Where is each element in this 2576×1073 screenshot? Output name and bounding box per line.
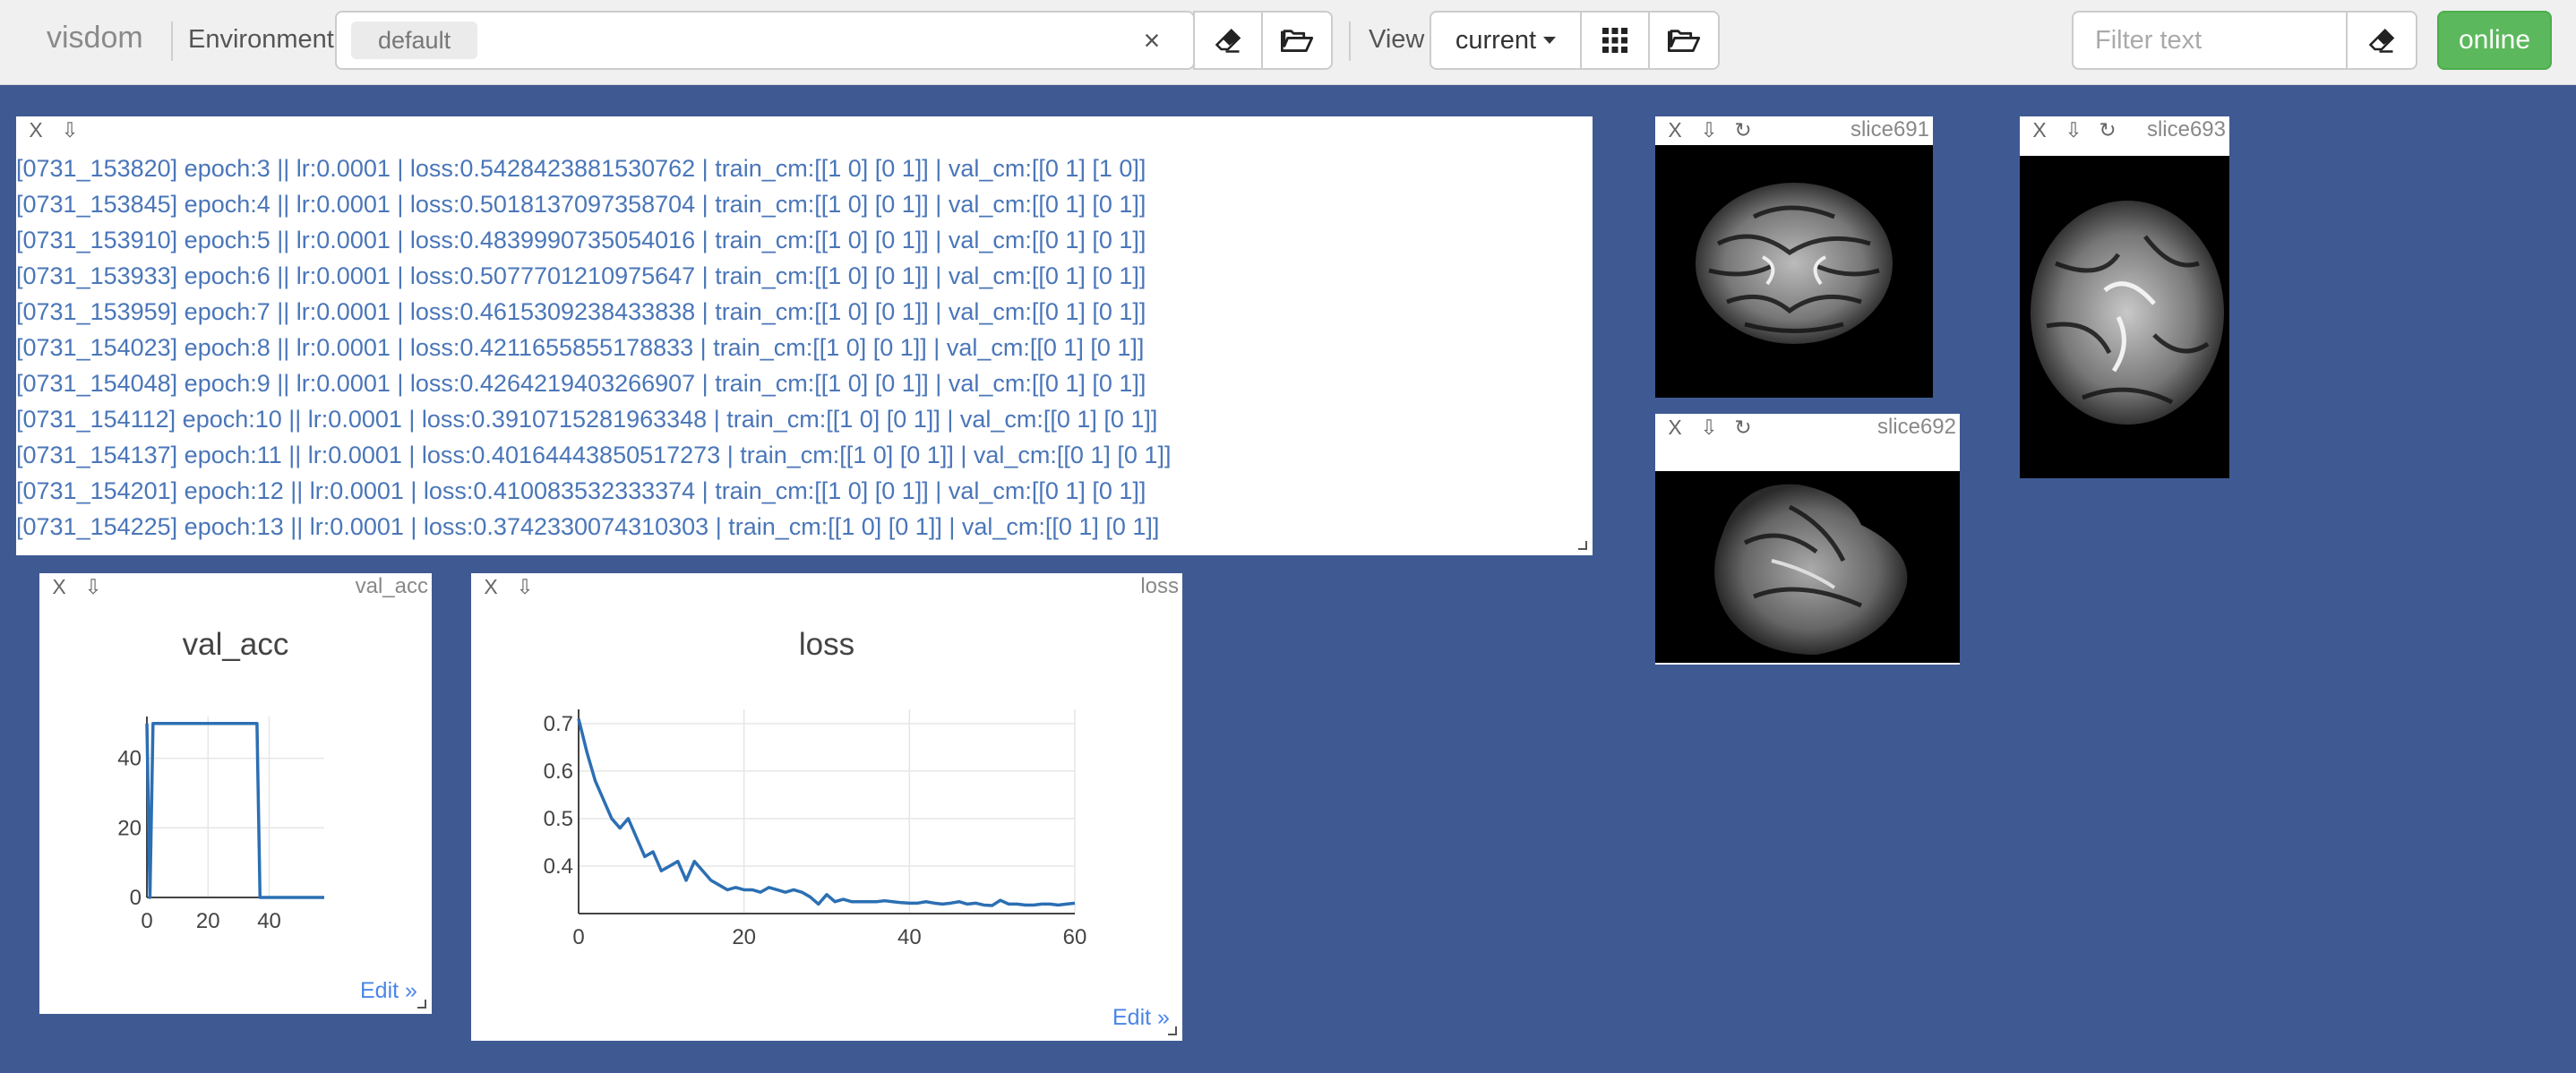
pane-title: slice693 <box>2146 117 2226 142</box>
resize-handle[interactable] <box>1578 541 1587 550</box>
close-pane-icon[interactable]: X <box>1668 117 1682 142</box>
y-tick-label: 0 <box>130 886 142 910</box>
edit-plot-link[interactable]: Edit » <box>360 978 417 1003</box>
pane-toolbar: X ⇩ <box>39 573 432 600</box>
download-icon[interactable]: ⇩ <box>1700 117 1718 142</box>
log-line: [0731_154225] epoch:13 || lr:0.0001 | lo… <box>16 513 1160 540</box>
log-line: [0731_153910] epoch:5 || lr:0.0001 | los… <box>16 227 1146 253</box>
reset-icon[interactable]: ↻ <box>1734 117 1752 142</box>
series-line[interactable] <box>577 718 1076 907</box>
folder-open-icon <box>1281 30 1313 52</box>
log-line: [0731_154112] epoch:10 || lr:0.0001 | lo… <box>16 406 1158 433</box>
view-select-value: current <box>1455 25 1537 55</box>
y-tick-label: 40 <box>117 747 142 771</box>
log-line: [0731_154137] epoch:11 || lr:0.0001 | lo… <box>16 442 1172 468</box>
pane-toolbar: X ⇩ <box>471 573 1182 600</box>
log-line: [0731_153933] epoch:6 || lr:0.0001 | los… <box>16 262 1146 289</box>
pane-title: loss <box>1140 574 1179 598</box>
image-pane-slice692[interactable]: X ⇩ ↻ slice692 <box>1655 414 1960 665</box>
brain-slice-image <box>1655 145 1933 398</box>
x-tick-label: 40 <box>897 925 922 949</box>
close-pane-icon[interactable]: X <box>484 574 498 598</box>
view-select[interactable]: current <box>1430 11 1582 70</box>
brain-slice-image <box>1655 471 1960 663</box>
y-tick-label: 0.6 <box>544 760 573 784</box>
caret-down-icon <box>1543 37 1557 44</box>
pane-toolbar: X ⇩ <box>16 116 1593 143</box>
close-pane-icon[interactable]: X <box>52 574 66 598</box>
folder-open-icon <box>1668 30 1700 52</box>
x-tick-label: 0 <box>572 925 584 949</box>
text-log-pane[interactable]: X ⇩ [0731_153820] epoch:3 || lr:0.0001 |… <box>16 116 1593 555</box>
close-pane-icon[interactable]: X <box>29 117 43 142</box>
x-tick-label: 20 <box>732 925 756 949</box>
log-line: [0731_154048] epoch:9 || lr:0.0001 | los… <box>16 370 1146 397</box>
repack-button[interactable] <box>1580 11 1650 70</box>
navbar-divider <box>1349 21 1351 61</box>
edit-plot-link[interactable]: Edit » <box>1112 1005 1170 1030</box>
resize-handle[interactable] <box>417 1000 426 1009</box>
manage-environments-button[interactable] <box>1261 11 1333 70</box>
image-pane-slice691[interactable]: X ⇩ ↻ slice691 <box>1655 116 1933 398</box>
pane-title: slice692 <box>1876 415 1956 439</box>
plot-pane-loss[interactable]: X ⇩ loss loss 0 20 40 60 0.4 0.5 0.6 0.7 Edit » <box>471 573 1182 1041</box>
clear-environment-button[interactable] <box>1193 11 1263 70</box>
filter-text-input[interactable] <box>2072 11 2348 70</box>
grid-icon <box>1602 28 1627 53</box>
download-icon[interactable]: ⇩ <box>1700 415 1718 439</box>
connection-status-badge[interactable]: online <box>2437 11 2552 70</box>
close-pane-icon[interactable]: X <box>2032 117 2047 142</box>
environment-select[interactable]: default × <box>335 11 1195 70</box>
navbar: visdom Environment default × View curren… <box>0 0 2576 85</box>
log-line: [0731_153820] epoch:3 || lr:0.0001 | los… <box>16 155 1146 182</box>
view-label: View <box>1369 24 1425 54</box>
reset-icon[interactable]: ↻ <box>1734 415 1752 439</box>
pane-toolbar: X ⇩ ↻ <box>1655 116 1933 143</box>
eraser-icon <box>1215 28 1241 53</box>
brain-slice-image <box>2020 156 2229 478</box>
navbar-divider <box>171 21 173 61</box>
y-tick-label: 20 <box>117 816 142 840</box>
log-line: [0731_153959] epoch:7 || lr:0.0001 | los… <box>16 298 1146 325</box>
y-tick-label: 0.7 <box>544 712 573 736</box>
y-tick-label: 0.4 <box>544 854 573 879</box>
brand-logo[interactable]: visdom <box>47 20 143 55</box>
reset-icon[interactable]: ↻ <box>2099 117 2117 142</box>
x-tick-label: 0 <box>141 909 152 933</box>
image-pane-slice693[interactable]: X ⇩ ↻ slice693 <box>2020 116 2229 478</box>
x-tick-label: 40 <box>257 909 281 933</box>
download-icon[interactable]: ⇩ <box>84 574 102 598</box>
download-icon[interactable]: ⇩ <box>2065 117 2082 142</box>
val-acc-chart[interactable]: 0 20 40 0 20 40 <box>39 573 432 1014</box>
series-line[interactable] <box>145 722 324 899</box>
download-icon[interactable]: ⇩ <box>516 574 534 598</box>
log-line: [0731_154023] epoch:8 || lr:0.0001 | los… <box>16 334 1145 361</box>
pane-toolbar: X ⇩ ↻ <box>1655 414 1960 441</box>
chart-title: val_acc <box>182 627 289 662</box>
close-pane-icon[interactable]: X <box>1668 415 1682 439</box>
text-log: [0731_153820] epoch:3 || lr:0.0001 | los… <box>16 150 1593 555</box>
pane-title: val_acc <box>355 574 428 598</box>
clear-environment-icon[interactable]: × <box>1143 23 1161 56</box>
environment-label: Environment <box>188 24 334 54</box>
pane-title: slice691 <box>1850 117 1929 142</box>
log-line: [0731_154201] epoch:12 || lr:0.0001 | lo… <box>16 477 1146 504</box>
download-icon[interactable]: ⇩ <box>61 117 79 142</box>
clear-filter-button[interactable] <box>2346 11 2417 70</box>
manage-views-button[interactable] <box>1648 11 1720 70</box>
y-tick-label: 0.5 <box>544 807 573 831</box>
log-line: [0731_153845] epoch:4 || lr:0.0001 | los… <box>16 191 1146 218</box>
loss-chart[interactable]: 0 20 40 60 0.4 0.5 0.6 0.7 <box>471 573 1182 1041</box>
environment-tag[interactable]: default <box>351 21 478 59</box>
plot-pane-val-acc[interactable]: X ⇩ val_acc val_acc 0 20 40 0 20 40 Edit » <box>39 573 432 1014</box>
chart-title: loss <box>798 627 855 662</box>
resize-handle[interactable] <box>1168 1026 1177 1035</box>
x-tick-label: 20 <box>196 909 220 933</box>
eraser-icon <box>2368 28 2395 53</box>
pane-toolbar: X ⇩ ↻ <box>2020 116 2229 143</box>
x-tick-label: 60 <box>1063 925 1087 949</box>
